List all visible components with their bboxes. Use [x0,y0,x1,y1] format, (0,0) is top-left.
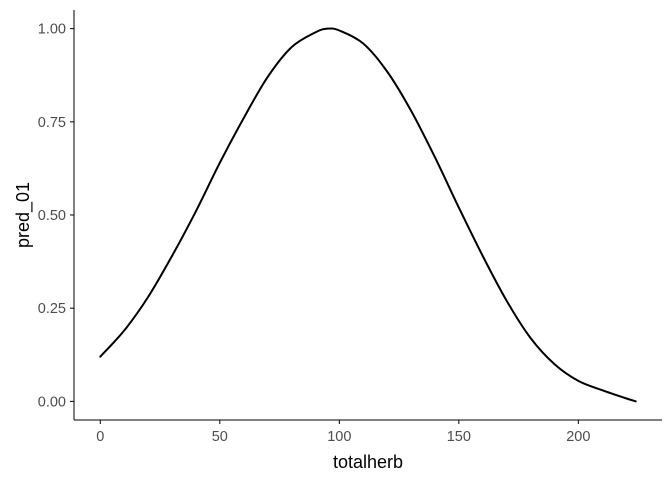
series-layer [99,27,637,403]
plot-axes [73,10,662,421]
y-tick-label: 1.00 [38,22,66,38]
y-tick-label: 0.50 [38,208,66,224]
x-tick-label: 0 [96,429,104,445]
y-axis-ticks: 0.00 0.25 0.50 0.75 1.00 [38,22,74,410]
y-tick-label: 0.75 [38,115,66,131]
x-tick-label: 150 [447,429,471,445]
x-tick-label: 50 [212,429,228,445]
y-axis-title: pred_01 [13,182,34,248]
y-tick-label: 0.25 [38,301,66,317]
x-axis-ticks: 0 50 100 150 200 [96,420,590,445]
series-line [99,27,637,403]
y-tick-label: 0.00 [38,394,66,410]
x-tick-label: 200 [566,429,590,445]
x-axis-title: totalherb [333,452,403,472]
x-tick-label: 100 [327,429,351,445]
